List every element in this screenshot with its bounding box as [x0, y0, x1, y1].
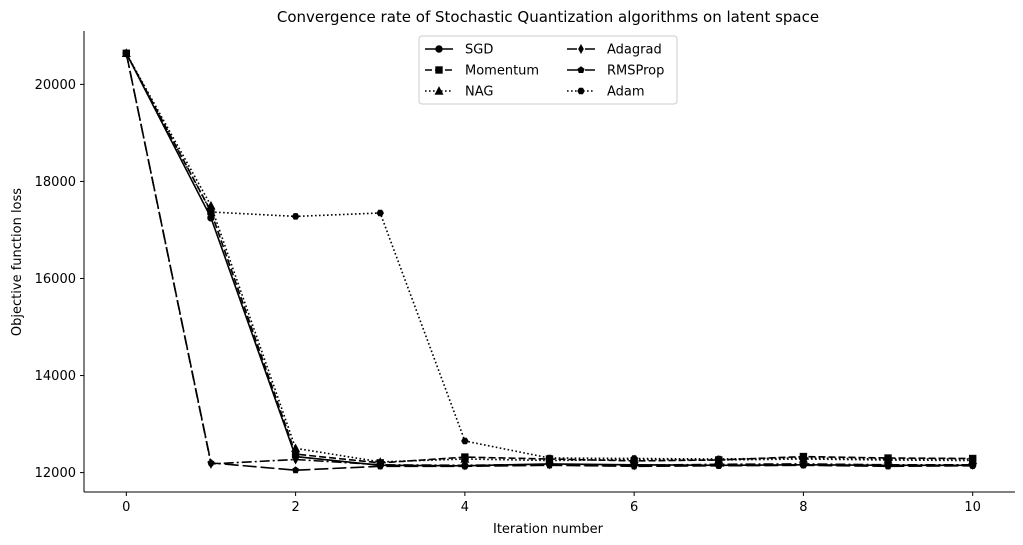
chart-title: Convergence rate of Stochastic Quantizat…	[277, 8, 819, 26]
series-momentum	[122, 49, 977, 467]
legend-item: SGD	[425, 43, 493, 58]
data-point	[207, 208, 215, 216]
data-point	[968, 455, 977, 463]
x-tick-label: 6	[630, 500, 638, 515]
series-markers	[122, 49, 977, 467]
legend-marker-shape	[435, 45, 443, 53]
series-sgd	[122, 49, 977, 470]
series-nag	[121, 48, 978, 466]
legend-marker	[435, 45, 443, 53]
legend-marker-shape	[435, 66, 443, 74]
x-tick-label: 4	[461, 500, 469, 515]
legend-label: NAG	[465, 85, 493, 100]
series-adam	[122, 50, 977, 463]
series-line	[125, 52, 973, 463]
series-line	[125, 52, 973, 460]
data-point	[122, 50, 131, 57]
x-tick-label: 10	[964, 500, 981, 515]
legend-item: NAG	[425, 85, 493, 100]
data-point	[630, 455, 638, 462]
data-point	[376, 462, 384, 470]
data-point	[545, 461, 554, 469]
y-tick-label: 20000	[35, 78, 76, 93]
data-point	[715, 455, 723, 463]
data-point	[291, 213, 300, 220]
legend-marker-shape	[578, 43, 584, 55]
x-tick-label: 0	[122, 500, 130, 515]
series-line	[125, 52, 973, 467]
series-line	[125, 53, 973, 467]
data-point	[291, 443, 301, 453]
series-markers	[121, 48, 978, 466]
series-markers	[123, 48, 976, 471]
data-point	[799, 454, 808, 462]
legend-item: RMSProp	[567, 64, 664, 79]
series-markers	[122, 50, 977, 463]
legend-marker	[434, 86, 444, 95]
data-point	[545, 454, 554, 462]
data-point	[461, 462, 469, 470]
legend-label: SGD	[465, 43, 493, 58]
data-point	[799, 461, 807, 469]
legend-item: Adagrad	[567, 43, 662, 58]
legend-label: Adagrad	[607, 43, 662, 58]
data-point	[969, 462, 977, 469]
data-point	[884, 455, 892, 463]
legend-marker	[577, 87, 585, 95]
series-line	[125, 53, 973, 472]
data-point	[630, 462, 638, 470]
legend: SGD Momentum NAG Adagrad RMSProp Adam	[418, 35, 678, 105]
legend-marker	[435, 66, 443, 74]
data-point	[884, 462, 892, 470]
legend-marker-shape	[577, 87, 585, 95]
legend-frame	[418, 35, 678, 105]
plot-area	[121, 48, 978, 474]
legend-marker-shape	[434, 86, 444, 95]
y-tick-label: 14000	[35, 369, 76, 384]
data-point	[715, 462, 723, 469]
data-point	[461, 437, 469, 445]
series-line	[125, 52, 973, 464]
legend-label: RMSProp	[607, 64, 664, 79]
x-tick-label: 2	[291, 500, 299, 515]
data-point	[292, 466, 300, 474]
y-tick-label: 18000	[35, 175, 76, 190]
axes: 0 2 4 6 8 10 12000 14000 16000 18000 20000	[35, 31, 1015, 515]
x-tick-label: 8	[799, 500, 807, 515]
legend-marker-shape	[577, 66, 585, 74]
legend-marker	[578, 43, 584, 55]
y-axis-label: Objective function loss	[10, 188, 25, 336]
legend-label: Momentum	[465, 64, 539, 79]
data-point	[207, 459, 215, 466]
legend-label: Adam	[607, 85, 645, 100]
series-markers	[122, 49, 977, 470]
legend-marker	[577, 66, 585, 74]
y-tick-label: 12000	[35, 466, 76, 481]
data-point	[292, 454, 299, 465]
y-tick-label: 16000	[35, 272, 76, 287]
legend-item: Adam	[567, 85, 645, 100]
series-adagrad	[123, 48, 976, 471]
series-markers	[122, 49, 977, 474]
x-axis-label: Iteration number	[493, 522, 604, 537]
series-rmsprop	[122, 49, 977, 474]
legend-item: Momentum	[425, 64, 539, 79]
data-point	[376, 209, 384, 217]
